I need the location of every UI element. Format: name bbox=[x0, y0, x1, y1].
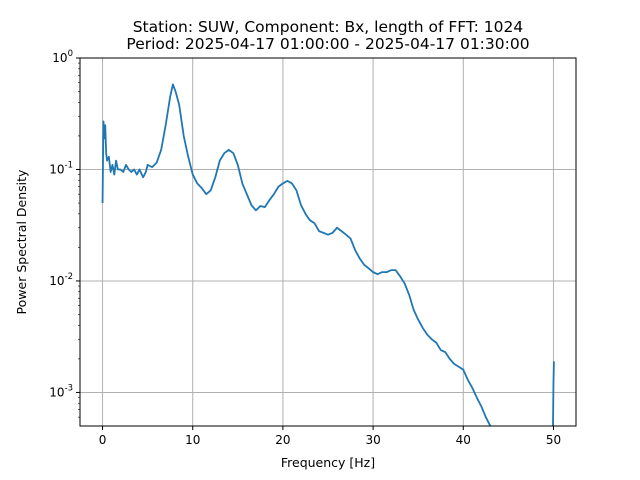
series-layer bbox=[101, 83, 555, 427]
x-tick-label: 50 bbox=[546, 433, 561, 447]
psd-series-line bbox=[552, 361, 555, 427]
plot-frame bbox=[79, 57, 577, 427]
chart-title-line2: Period: 2025-04-17 01:00:00 - 2025-04-17… bbox=[126, 35, 529, 53]
y-tick-label: 10-1 bbox=[49, 160, 73, 176]
psd-series-line bbox=[101, 83, 492, 427]
x-tick-label: 30 bbox=[365, 433, 380, 447]
y-tick-label: 100 bbox=[52, 49, 73, 65]
axis-ticks: 0 10 20 30 40 50 10-3 10-2 10-1 100 bbox=[49, 49, 561, 447]
x-tick-label: 20 bbox=[275, 433, 290, 447]
y-tick-label: 10-2 bbox=[49, 272, 73, 288]
y-tick-label: 10-3 bbox=[49, 383, 73, 399]
y-axis-label: Power Spectral Density bbox=[14, 169, 29, 314]
x-axis-label: Frequency [Hz] bbox=[281, 455, 375, 470]
x-tick-label: 10 bbox=[185, 433, 200, 447]
x-tick-label: 0 bbox=[99, 433, 107, 447]
x-tick-label: 40 bbox=[456, 433, 471, 447]
chart-title-line1: Station: SUW, Component: Bx, length of F… bbox=[133, 18, 524, 36]
